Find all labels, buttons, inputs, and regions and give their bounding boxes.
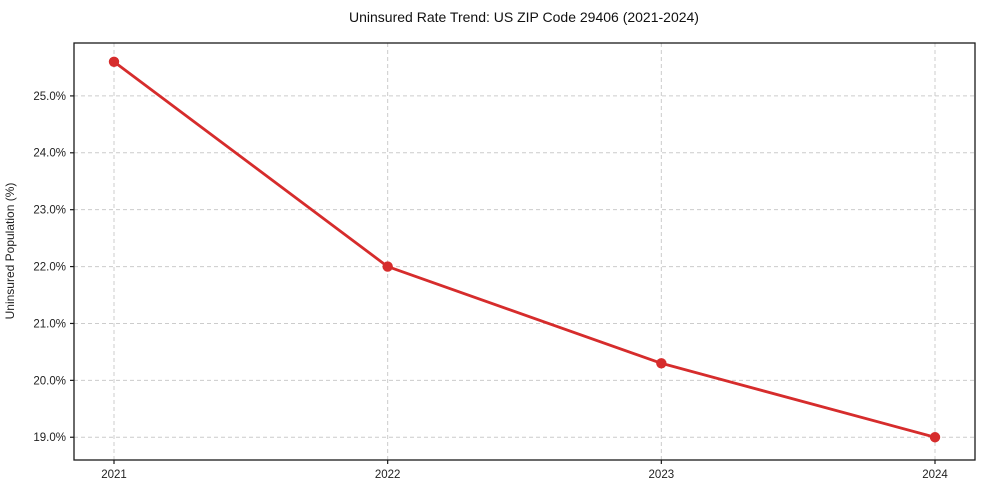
trend-line bbox=[112, 60, 937, 439]
y-tick-label: 24.0% bbox=[33, 148, 66, 160]
data-point-marker bbox=[108, 56, 120, 67]
y-tick-label: 25.0% bbox=[33, 91, 66, 103]
plot-border bbox=[73, 42, 976, 461]
y-tick-label: 21.0% bbox=[33, 318, 66, 330]
y-tick-label: 23.0% bbox=[33, 205, 66, 217]
data-series-layer bbox=[108, 56, 941, 443]
y-tick-label: 19.0% bbox=[33, 432, 66, 444]
data-point-marker bbox=[929, 432, 941, 443]
x-tick-labels: 2021 2022 2023 2024 bbox=[101, 469, 948, 481]
x-tick-label: 2023 bbox=[649, 469, 675, 481]
grid-layer bbox=[74, 43, 975, 460]
x-tick-label: 2024 bbox=[922, 469, 948, 481]
tick-marks-layer bbox=[70, 95, 936, 464]
data-point-marker bbox=[656, 358, 667, 369]
y-tick-labels: 19.0% 20.0% 21.0% 22.0% 23.0% 24.0% 25.0% bbox=[33, 91, 66, 444]
y-tick-label: 20.0% bbox=[33, 375, 66, 387]
y-tick-label: 22.0% bbox=[33, 261, 66, 273]
chart-title: Uninsured Rate Trend: US ZIP Code 29406 … bbox=[349, 9, 699, 25]
x-tick-label: 2021 bbox=[101, 469, 127, 481]
x-tick-label: 2022 bbox=[375, 469, 401, 481]
data-point-marker bbox=[382, 261, 393, 272]
y-axis-label: Uninsured Population (%) bbox=[3, 183, 17, 320]
